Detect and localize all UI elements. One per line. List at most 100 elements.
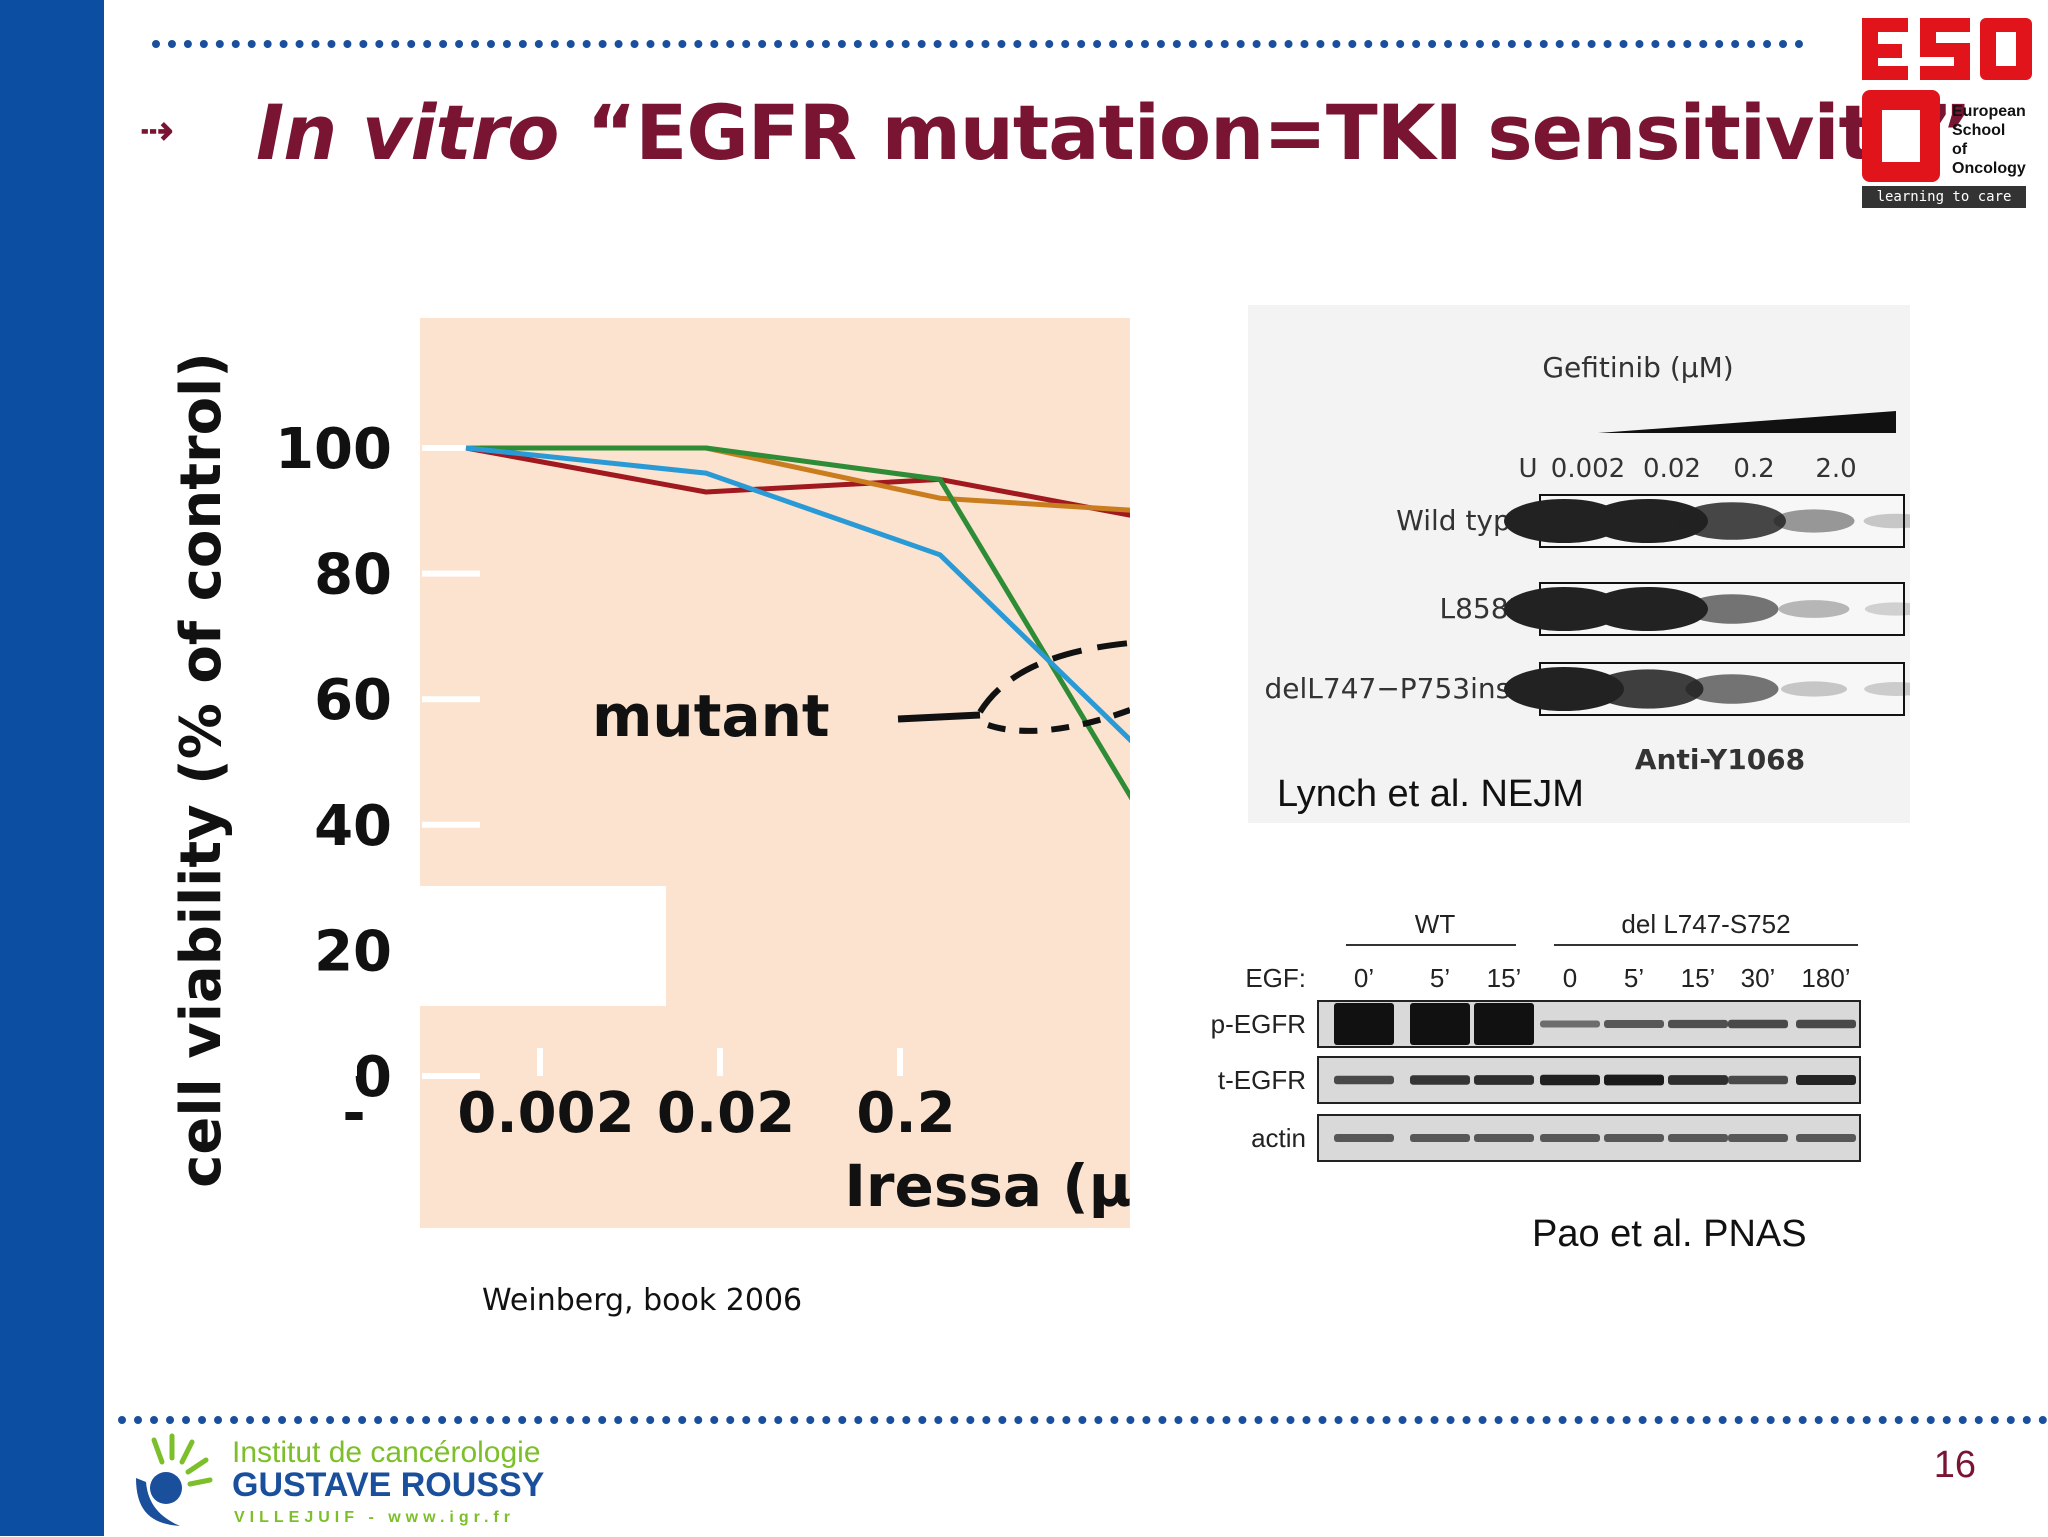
chart-white-patch	[420, 886, 666, 1006]
lynch-western-blot: Gefitinib (µM) U 0.002 0.02 0.2 2.0 Wild typ…	[1248, 305, 1929, 823]
eso-line-school: School	[1952, 122, 2006, 139]
lynch-reference: Lynch et al. NEJM	[1277, 773, 1584, 815]
blot-band	[1504, 667, 1624, 711]
blot-band	[1678, 502, 1786, 540]
timepoint-label: 0’	[1354, 963, 1374, 993]
x-tick-label: 0.002	[457, 1081, 634, 1146]
blot-band	[1773, 509, 1855, 533]
pao-blot-band	[1604, 1074, 1664, 1086]
concentration-label: 0.2	[1733, 454, 1774, 484]
y-tick-labels: 100 80 60 40 20 0	[275, 417, 392, 1110]
timepoint-label: 30’	[1741, 963, 1776, 993]
slide-title-main: “EGFR mutation=TKI sensitivity”	[586, 88, 1972, 177]
eso-logo: European School of Oncology learning to …	[1860, 16, 2036, 212]
pao-blot-band	[1668, 1134, 1728, 1142]
pao-blot-band	[1410, 1003, 1470, 1045]
pao-blot-band	[1728, 1075, 1788, 1085]
y-axis-label: cell viability (% of control)	[169, 352, 234, 1188]
pao-blot-band	[1334, 1134, 1394, 1142]
concentration-label: 0.02	[1643, 454, 1701, 484]
pao-blot-band	[1540, 1020, 1600, 1028]
sun-rays-icon	[151, 1433, 213, 1487]
institute-line-3: VILLEJUIF - www.igr.fr	[234, 1509, 515, 1526]
chart-plot-background	[420, 318, 1130, 1228]
pao-blot-band	[1334, 1075, 1394, 1085]
bottom-dotted-divider	[118, 1416, 2048, 1424]
timepoint-label: 0	[1563, 963, 1577, 993]
mutant-leader-line	[897, 711, 981, 723]
blot-band	[1685, 674, 1779, 704]
pao-blot-band	[1604, 1020, 1664, 1028]
eso-logo-mark	[1860, 18, 2036, 182]
pao-blot-band	[1410, 1075, 1470, 1085]
timepoint-label: 5’	[1430, 963, 1450, 993]
title-bullet-arrow: ⇢	[140, 109, 174, 153]
chart-caption: Weinberg, book 2006	[482, 1283, 803, 1318]
blot-band	[1588, 499, 1708, 543]
series-lines	[465, 445, 1140, 814]
pao-western-blot: WT del L747-S752 EGF: 0’ 5’ 15’ 0 5’ 15’ 30’ 18…	[1190, 895, 1870, 1170]
concentration-label: 0.002	[1551, 454, 1625, 484]
mutant-dashed-curve-1	[977, 640, 1131, 714]
pao-blot-band	[1668, 1019, 1728, 1029]
institute-line-1: Institut de cancérologie	[232, 1436, 541, 1469]
pao-blot-band	[1540, 1074, 1600, 1086]
pao-row-label: t-EGFR	[1218, 1065, 1306, 1095]
pao-blot-band	[1540, 1134, 1600, 1142]
pao-blot-band	[1604, 1134, 1664, 1142]
mutant-annotation: mutant	[592, 682, 830, 750]
chart-crop-edge	[1130, 300, 1140, 1230]
antibody-label: Anti-Y1068	[1635, 743, 1805, 776]
blot-row-label: delL747−P753insS	[1265, 672, 1529, 705]
eso-logo-text: European School of Oncology	[1952, 102, 2026, 178]
y-tick-label: 0	[353, 1045, 392, 1110]
gustave-roussy-mark: Institut de cancérologie GUSTAVE ROUSSY …	[136, 1433, 545, 1526]
x-tick-label: 0.02	[657, 1081, 795, 1146]
y-tick-label: 60	[314, 668, 392, 733]
egf-label: EGF:	[1245, 963, 1306, 993]
series-line-1	[465, 445, 1140, 520]
figure-arc-icon	[136, 1478, 180, 1526]
pao-blot-band	[1334, 1003, 1394, 1045]
concentration-labels: U 0.002 0.02 0.2 2.0	[1518, 454, 1856, 484]
series-line-3	[466, 445, 1140, 814]
x-tick-label: 0.2	[856, 1081, 955, 1146]
x-axis-label: Iressa (µM)	[844, 1152, 1140, 1220]
eso-tagline: learning to care	[1862, 186, 2026, 208]
institute-line-2: GUSTAVE ROUSSY	[232, 1466, 545, 1504]
pao-row-label: p-EGFR	[1211, 1009, 1306, 1039]
blot-band	[1592, 669, 1704, 709]
viability-chart: 100 80 60 40 20 0 - 0.002 0.02 0.2 mutant cell v…	[169, 300, 1140, 1230]
gefitinib-label: Gefitinib (µM)	[1542, 351, 1733, 384]
y-tick-label: 40	[314, 794, 392, 859]
pao-blot-band	[1474, 1075, 1534, 1085]
pao-blot-band	[1796, 1134, 1856, 1142]
concentration-wedge	[1598, 411, 1896, 433]
pao-blot-band	[1728, 1134, 1788, 1142]
y-tick-label: 100	[275, 417, 392, 482]
pao-row-label: actin	[1251, 1123, 1306, 1153]
blot-band	[1778, 600, 1850, 618]
concentration-label: 2.0	[1815, 454, 1856, 484]
series-line-4	[465, 445, 1140, 752]
page-number: 16	[1933, 1444, 1976, 1486]
pao-blot-band	[1474, 1134, 1534, 1142]
pao-blot-rows: p-EGFR t-EGFR actin	[1211, 1000, 1861, 1162]
pao-blot-band	[1796, 1019, 1856, 1029]
timepoint-label: 180’	[1801, 963, 1850, 993]
pao-blot-figure: WT del L747-S752 EGF: 0’ 5’ 15’ 0 5’ 15’ 30’ 18…	[1211, 909, 1861, 1162]
pao-reference: Pao et al. PNAS	[1532, 1213, 1807, 1255]
pao-blot-band	[1728, 1019, 1788, 1029]
pao-blot-band	[1796, 1074, 1856, 1086]
group-label-del: del L747-S752	[1621, 909, 1790, 939]
sun-disc-icon	[150, 1472, 182, 1504]
x-tick-label: -	[342, 1081, 365, 1146]
mutant-dashed-curve-2	[987, 707, 1132, 734]
blot-band	[1685, 594, 1779, 624]
blot-band	[1588, 587, 1708, 631]
timepoint-label: 15’	[1681, 963, 1716, 993]
gustave-roussy-logo: Institut de cancérologie GUSTAVE ROUSSY …	[132, 1432, 572, 1532]
blot-band	[1504, 499, 1624, 543]
pao-blot-band	[1410, 1134, 1470, 1142]
